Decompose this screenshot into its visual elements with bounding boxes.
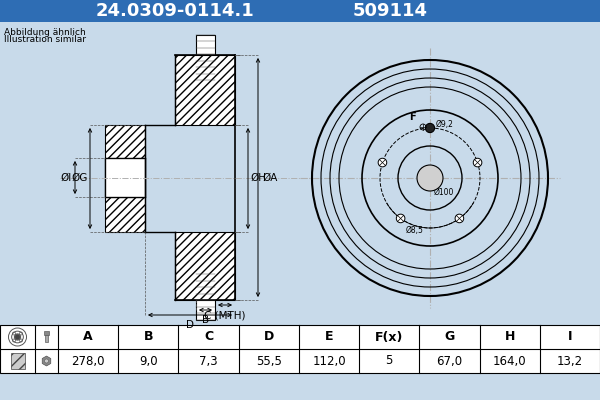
Text: C (MTH): C (MTH) [204,310,246,320]
Text: E: E [325,330,333,344]
Text: 7,3: 7,3 [199,354,218,368]
Text: F: F [409,112,416,122]
Text: 55,5: 55,5 [256,354,282,368]
Bar [175,232,235,300]
Circle shape [397,214,405,223]
Text: B: B [143,330,153,344]
Circle shape [378,158,387,167]
Text: ØE: ØE [420,167,436,177]
Bar [44,331,49,335]
Text: Abbildung ähnlich: Abbildung ähnlich [4,28,86,37]
Text: Ø9,2: Ø9,2 [436,120,454,130]
Bar [175,55,235,125]
Circle shape [425,123,434,133]
Text: G: G [445,330,455,344]
Bar [105,125,145,232]
Bar [45,335,48,342]
Text: ØH: ØH [250,173,266,183]
Text: 9,0: 9,0 [139,354,158,368]
Text: 509114: 509114 [353,2,427,20]
Text: D: D [186,320,194,330]
Text: 164,0: 164,0 [493,354,526,368]
Bar [196,274,215,320]
Bar [11,353,25,369]
Text: 5: 5 [386,354,393,368]
Text: A: A [83,330,93,344]
Circle shape [44,359,49,363]
Circle shape [455,214,464,223]
Bar [105,158,145,197]
Text: D: D [263,330,274,344]
Text: C: C [204,330,213,344]
Text: ØA: ØA [262,173,277,183]
Text: F(x): F(x) [375,330,403,344]
Bar [196,35,215,80]
Text: ØG: ØG [71,173,88,183]
Text: Ø100: Ø100 [434,188,454,197]
Bar [0,0,600,22]
Bar [105,158,145,197]
Text: H: H [505,330,515,344]
Text: Illustration similar: Illustration similar [4,35,86,44]
Circle shape [15,334,20,340]
Text: ØI: ØI [61,173,72,183]
Circle shape [417,165,443,191]
Text: 24.0309-0114.1: 24.0309-0114.1 [95,2,254,20]
Text: 278,0: 278,0 [71,354,105,368]
Text: I: I [568,330,572,344]
Bar [0,325,600,373]
Text: 13,2: 13,2 [557,354,583,368]
Text: Ø8,5: Ø8,5 [406,226,424,236]
Text: B: B [202,315,209,325]
Text: 67,0: 67,0 [436,354,463,368]
Text: 112,0: 112,0 [312,354,346,368]
Circle shape [473,158,482,167]
